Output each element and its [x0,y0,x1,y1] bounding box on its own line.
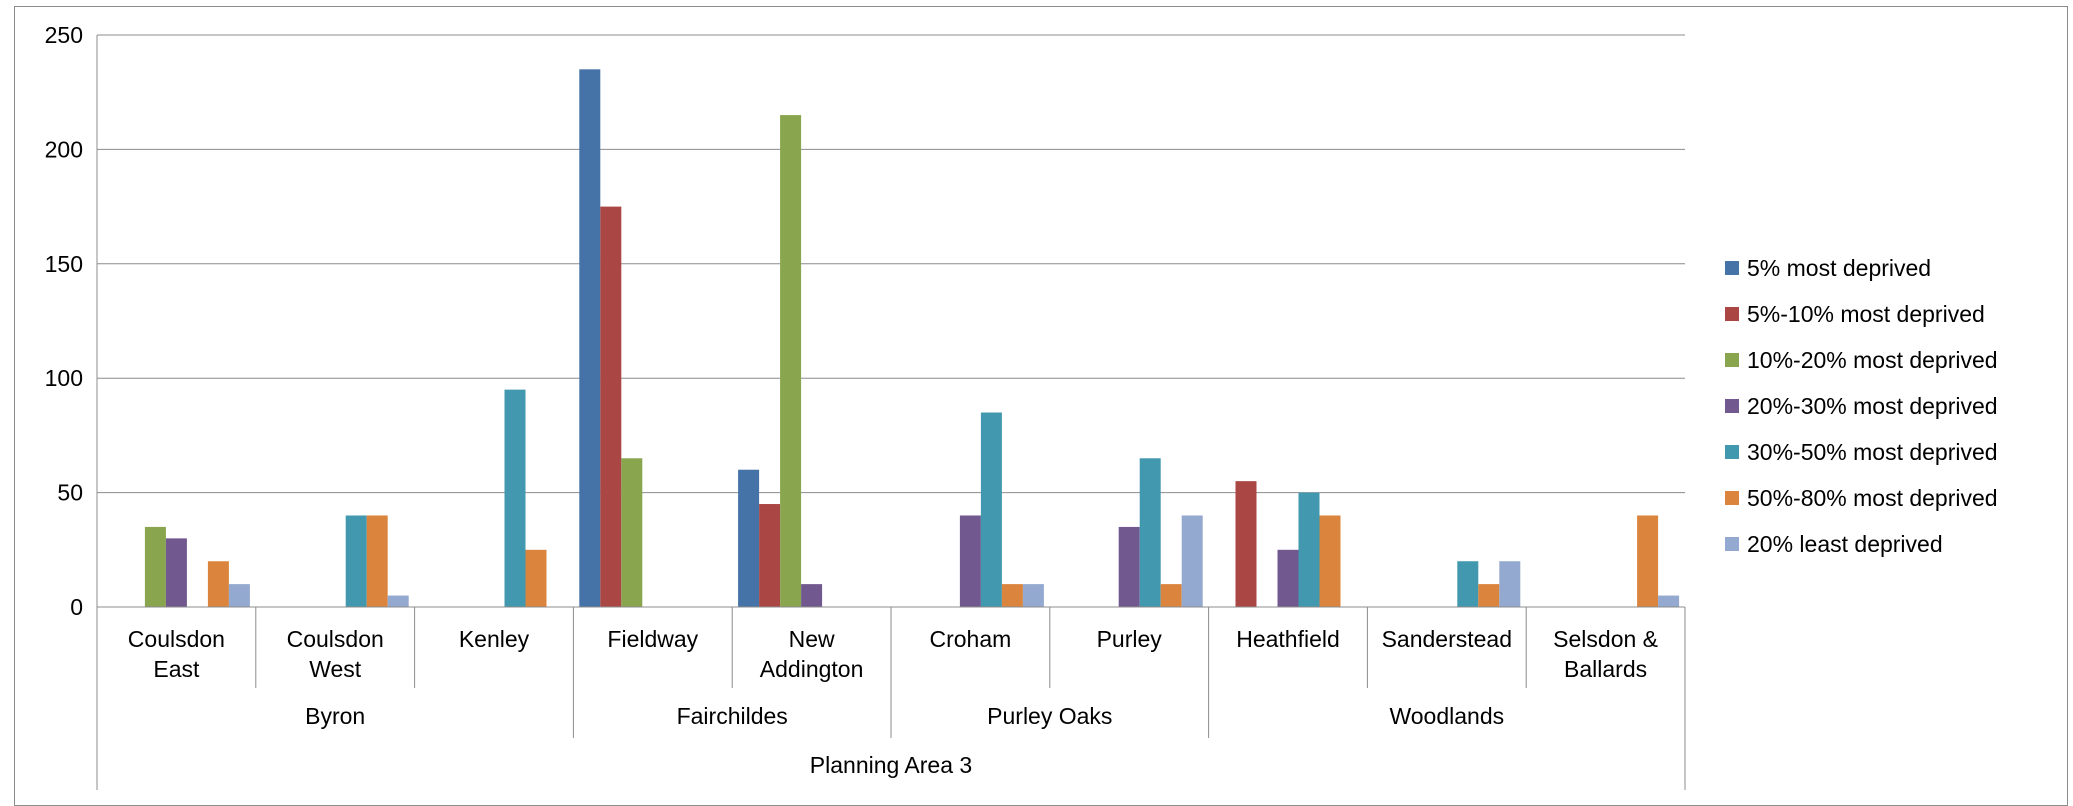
bar [207,561,229,607]
category-label: Kenley [459,626,530,652]
legend-label: 5%-10% most deprived [1747,300,1985,327]
bar [801,584,823,607]
legend-swatch [1725,261,1739,275]
bar [1181,515,1203,607]
group-label: Fairchildes [677,703,788,729]
category-label: Ballards [1564,656,1647,682]
legend-item: 5% most deprived [1725,245,1998,291]
y-tick-label: 100 [45,365,83,391]
legend-item: 5%-10% most deprived [1725,291,1998,337]
bar [504,389,526,607]
bar [1499,561,1521,607]
category-label: Purley [1097,626,1163,652]
category-label: Addington [760,656,864,682]
category-label: Coulsdon [287,626,384,652]
bar [600,206,622,607]
bar [1001,584,1023,607]
bar [345,515,367,607]
bar [1298,492,1320,607]
y-tick-label: 250 [45,22,83,48]
legend-label: 5% most deprived [1747,254,1932,281]
bar [144,526,166,607]
legend-item: 50%-80% most deprived [1725,475,1998,521]
bar [525,549,547,607]
bar [621,458,643,607]
category-label: East [153,656,200,682]
legend: 5% most deprived 5%-10% most deprived 10%-… [1725,245,1998,567]
bar [1658,595,1680,607]
group-label: Purley Oaks [987,703,1112,729]
bar [579,69,601,607]
group-label: Woodlands [1389,703,1504,729]
bar [1118,526,1140,607]
bar [387,595,409,607]
legend-item: 10%-20% most deprived [1725,337,1998,383]
bar [366,515,388,607]
legend-label: 30%-50% most deprived [1747,438,1998,465]
supergroup-label: Planning Area 3 [810,752,972,778]
legend-label: 20%-30% most deprived [1747,392,1998,419]
legend-swatch [1725,491,1739,505]
legend-item: 20%-30% most deprived [1725,383,1998,429]
legend-swatch [1725,399,1739,413]
bar [738,469,760,607]
y-tick-label: 50 [57,480,83,506]
legend-label: 10%-20% most deprived [1747,346,1998,373]
legend-swatch [1725,307,1739,321]
legend-item: 30%-50% most deprived [1725,429,1998,475]
y-tick-label: 0 [70,594,83,620]
y-tick-label: 150 [45,251,83,277]
legend-swatch [1725,445,1739,459]
legend-swatch [1725,537,1739,551]
category-label: Fieldway [607,626,698,652]
bar [1160,584,1182,607]
bar [228,584,250,607]
bar [1277,549,1299,607]
bar [980,412,1002,607]
category-label: Coulsdon [128,626,225,652]
bar [1478,584,1500,607]
bar [1022,584,1044,607]
bar [1139,458,1161,607]
legend-swatch [1725,353,1739,367]
legend-label: 20% least deprived [1747,530,1943,557]
y-tick-label: 200 [45,136,83,162]
bar [1637,515,1659,607]
category-label: Croham [929,626,1011,652]
bar [780,115,802,607]
bar [1457,561,1479,607]
bar [759,504,781,607]
legend-item: 20% least deprived [1725,521,1998,567]
bar [1235,481,1257,607]
group-label: Byron [305,703,365,729]
category-label: New [789,626,835,652]
category-label: West [309,656,362,682]
bar [1319,515,1341,607]
bar [959,515,981,607]
legend-label: 50%-80% most deprived [1747,484,1998,511]
category-label: Selsdon & [1553,626,1658,652]
bar [165,538,187,607]
category-label: Sanderstead [1382,626,1512,652]
category-label: Heathfield [1236,626,1340,652]
